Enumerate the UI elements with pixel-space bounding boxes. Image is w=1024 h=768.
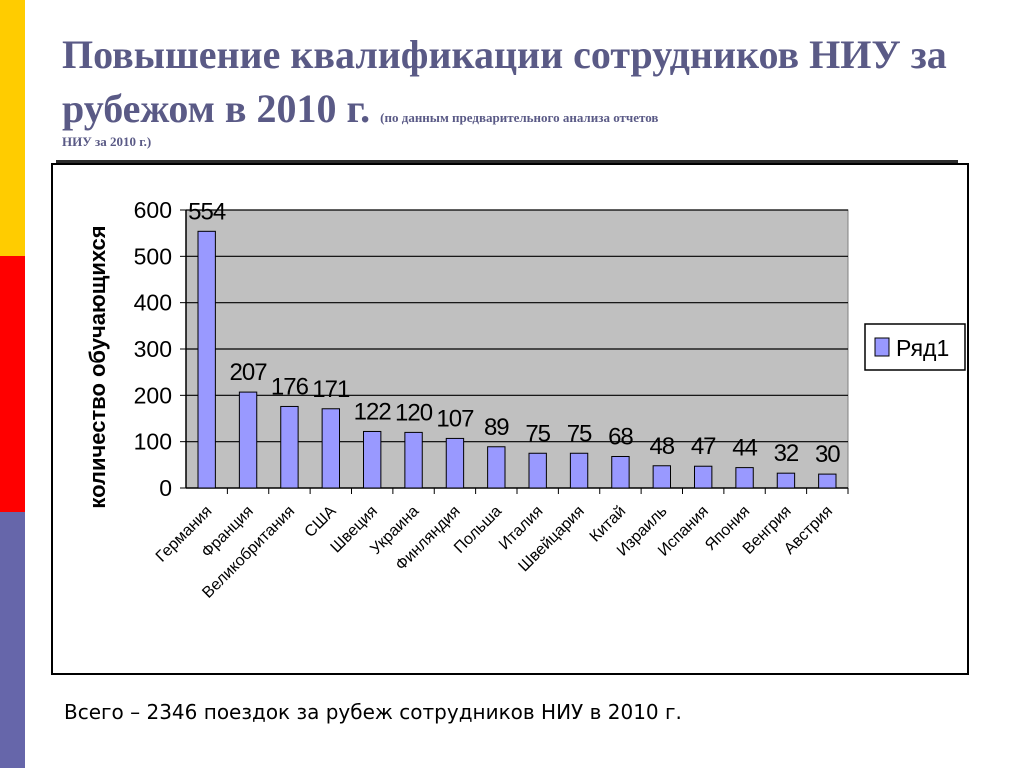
bar: [445, 437, 465, 489]
data-label: 30: [815, 441, 840, 468]
data-label: 44: [732, 435, 757, 462]
y-axis-label: количество обучающихся: [85, 225, 110, 508]
y-tick-label: 200: [134, 382, 172, 408]
data-label: 48: [649, 433, 674, 460]
bar: [652, 465, 672, 489]
bar: [197, 230, 216, 489]
bar: [818, 473, 837, 489]
data-label: 122: [354, 398, 392, 425]
data-label: 32: [774, 440, 799, 467]
title-divider: [56, 160, 958, 163]
data-label: 171: [312, 376, 350, 403]
data-label: 120: [395, 399, 433, 426]
bar: [528, 452, 547, 489]
bar: [238, 391, 258, 489]
bar: [321, 408, 341, 489]
slide-subtitle-continued: НИУ за 2010 г.): [62, 134, 152, 149]
footer-summary: Всего – 2346 поездок за рубеж сотруднико…: [64, 700, 682, 724]
bar: [280, 405, 299, 489]
bar: [735, 467, 754, 489]
data-label: 75: [525, 420, 550, 447]
data-label: 107: [436, 405, 474, 432]
data-label: 176: [271, 373, 309, 400]
bar: [404, 431, 423, 489]
bar: [362, 430, 382, 489]
side-stripe-red: [0, 256, 25, 512]
legend-label: Ряд1: [896, 335, 949, 361]
y-tick-label: 400: [134, 290, 172, 316]
data-label: 68: [608, 423, 633, 450]
bar: [611, 455, 630, 489]
bar: [776, 472, 796, 489]
data-label: 47: [691, 433, 716, 460]
bar: [569, 452, 589, 489]
x-tick-label: США: [302, 503, 340, 541]
y-tick-label: 100: [134, 429, 172, 455]
side-stripe-yellow: [0, 0, 25, 256]
data-label: 75: [567, 420, 592, 447]
bar: [487, 446, 506, 489]
slide-title-text: Повышение квалификации сотрудников НИУ з…: [62, 32, 947, 131]
slide-subtitle: (по данным предварительного анализа отче…: [380, 110, 659, 125]
data-label: 89: [484, 414, 509, 441]
side-stripe-blue: [0, 512, 25, 768]
legend-swatch: [874, 337, 890, 357]
data-label: 207: [230, 359, 268, 386]
bar: [693, 465, 713, 489]
y-tick-label: 300: [134, 336, 172, 362]
slide-title: Повышение квалификации сотрудников НИУ з…: [62, 28, 1002, 145]
y-tick-label: 600: [134, 197, 172, 223]
y-tick-label: 500: [134, 243, 172, 269]
data-label: 554: [188, 198, 226, 225]
y-tick-label: 0: [159, 475, 172, 501]
